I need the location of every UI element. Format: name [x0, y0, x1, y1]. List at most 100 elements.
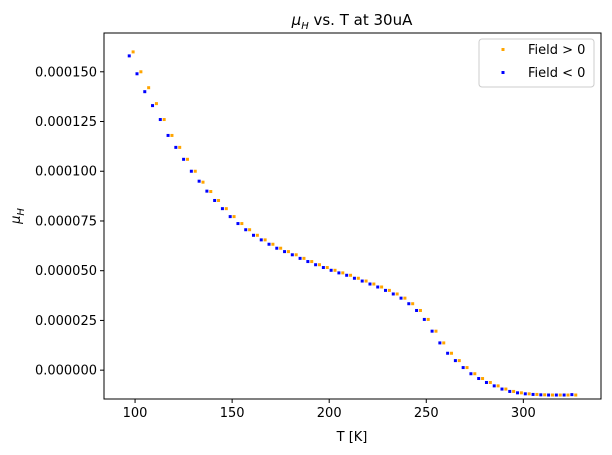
- data-point: [399, 296, 403, 300]
- data-point: [298, 256, 302, 260]
- data-point: [364, 279, 368, 283]
- data-point: [166, 133, 170, 137]
- x-axis-ticks: 100 150 200 250 300: [123, 399, 536, 421]
- data-point: [162, 118, 166, 122]
- legend-label-field-negative: Field < 0: [528, 66, 585, 81]
- data-point: [426, 317, 430, 321]
- data-point: [263, 238, 267, 242]
- legend-label-field-positive: Field > 0: [528, 43, 585, 58]
- data-point: [516, 391, 520, 395]
- data-point: [539, 393, 543, 397]
- data-point: [302, 256, 306, 260]
- data-point: [372, 282, 376, 286]
- data-point: [473, 372, 477, 376]
- y-axis-label-subscript: H: [16, 208, 27, 216]
- data-point: [154, 102, 158, 106]
- series-field-positive: [131, 50, 578, 397]
- chart-title-symbol: μ: [291, 11, 302, 29]
- data-point: [508, 389, 512, 393]
- data-point: [504, 387, 508, 391]
- data-point: [465, 366, 469, 370]
- data-point: [523, 392, 527, 396]
- data-point: [566, 393, 570, 397]
- x-tick-label: 250: [414, 406, 439, 421]
- data-point: [531, 392, 535, 396]
- data-point: [193, 169, 197, 173]
- y-axis-label-symbol: μ: [9, 216, 24, 225]
- data-point: [422, 317, 426, 321]
- data-point: [310, 260, 314, 264]
- data-point: [535, 392, 539, 396]
- data-point: [481, 377, 485, 381]
- data-point: [446, 351, 450, 355]
- data-point: [519, 391, 523, 395]
- data-point: [512, 389, 516, 393]
- data-point: [550, 393, 554, 397]
- data-points: [127, 50, 578, 397]
- x-tick-label: 150: [220, 406, 245, 421]
- data-point: [267, 242, 271, 246]
- data-point: [574, 393, 578, 397]
- data-point: [228, 215, 232, 219]
- x-tick-label: 300: [511, 406, 536, 421]
- data-point: [341, 271, 345, 275]
- y-tick-label: 0.000125: [35, 115, 97, 130]
- data-point: [283, 250, 287, 254]
- data-point: [189, 169, 193, 173]
- data-point: [450, 351, 454, 355]
- data-point: [182, 157, 186, 161]
- data-point: [213, 198, 217, 202]
- plot-area: [103, 32, 602, 400]
- data-point: [170, 133, 174, 137]
- data-point: [570, 393, 574, 397]
- data-point: [271, 242, 275, 246]
- data-point: [209, 190, 213, 194]
- y-tick-label: 0.000075: [35, 214, 97, 229]
- data-point: [442, 341, 446, 345]
- data-point: [469, 372, 473, 376]
- x-axis-label: T [K]: [336, 430, 368, 445]
- data-point: [562, 393, 566, 397]
- data-point: [415, 308, 419, 312]
- chart-title: μH vs. T at 30uA: [291, 11, 413, 32]
- data-point: [461, 366, 465, 370]
- data-point: [333, 268, 337, 272]
- data-point: [438, 341, 442, 345]
- data-point: [232, 215, 236, 219]
- data-point: [201, 180, 205, 184]
- x-tick-label: 200: [317, 406, 342, 421]
- data-point: [527, 392, 531, 396]
- data-point: [391, 292, 395, 296]
- data-point: [345, 273, 349, 277]
- data-point: [430, 329, 434, 333]
- y-axis-label: μH: [9, 208, 27, 225]
- data-point: [547, 393, 551, 397]
- data-point: [306, 260, 310, 264]
- x-tick-label: 100: [123, 406, 148, 421]
- data-point: [279, 246, 283, 250]
- data-point: [325, 266, 329, 270]
- y-tick-label: 0.000000: [35, 364, 97, 379]
- data-point: [205, 189, 209, 193]
- data-point: [554, 393, 558, 397]
- data-point: [360, 279, 364, 283]
- data-point: [178, 145, 182, 149]
- data-point: [477, 377, 481, 381]
- data-point: [314, 263, 318, 267]
- data-point: [349, 273, 353, 277]
- data-point: [352, 276, 356, 280]
- data-point: [384, 288, 387, 292]
- data-point: [484, 380, 488, 384]
- data-point: [337, 271, 341, 275]
- data-point: [488, 380, 492, 384]
- y-axis-ticks: 0.000000 0.000025 0.000050 0.000075 0.000100…: [35, 65, 104, 379]
- data-point: [434, 329, 438, 333]
- y-tick-label: 0.000100: [35, 165, 97, 180]
- data-point: [457, 359, 461, 363]
- data-point: [127, 54, 131, 58]
- y-tick-label: 0.000025: [35, 314, 97, 329]
- data-point: [135, 72, 139, 76]
- data-point: [240, 222, 244, 226]
- chart-title-subscript: H: [301, 21, 309, 32]
- data-point: [220, 207, 224, 211]
